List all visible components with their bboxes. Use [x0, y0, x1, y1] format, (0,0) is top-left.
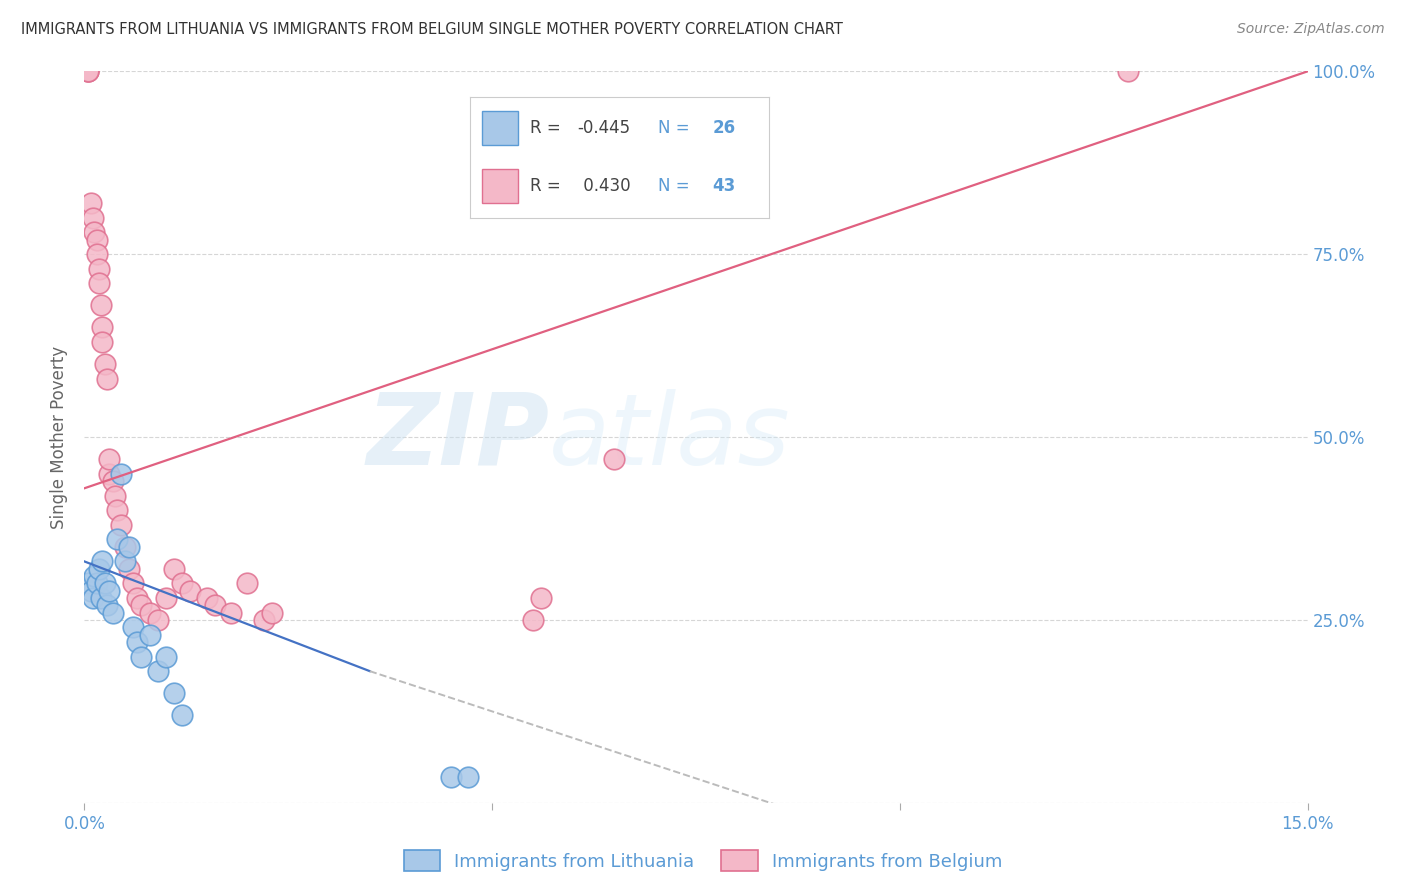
Y-axis label: Single Mother Poverty: Single Mother Poverty — [51, 345, 69, 529]
Point — [77, 576, 100, 591]
Point — [146, 613, 169, 627]
Point — [236, 576, 259, 591]
Point — [118, 540, 141, 554]
Point — [105, 533, 128, 547]
Point — [163, 686, 186, 700]
Point — [530, 591, 553, 605]
Point — [87, 277, 110, 291]
Text: ZIP: ZIP — [366, 389, 550, 485]
Point — [146, 664, 169, 678]
Point — [522, 613, 544, 627]
Point — [80, 196, 103, 211]
Point — [77, 64, 100, 78]
Point — [97, 583, 120, 598]
Point — [77, 64, 100, 78]
Point — [122, 620, 145, 634]
Point — [82, 591, 104, 605]
Point — [155, 649, 177, 664]
Text: Source: ZipAtlas.com: Source: ZipAtlas.com — [1237, 22, 1385, 37]
Point — [91, 320, 114, 334]
Point — [87, 562, 110, 576]
Point — [82, 211, 104, 225]
Point — [87, 261, 110, 276]
Point — [97, 452, 120, 467]
Point — [253, 613, 276, 627]
Legend: Immigrants from Lithuania, Immigrants from Belgium: Immigrants from Lithuania, Immigrants fr… — [396, 843, 1010, 879]
Point — [110, 467, 132, 481]
Point — [97, 467, 120, 481]
Point — [127, 635, 149, 649]
Point — [195, 591, 218, 605]
Point — [105, 503, 128, 517]
Point — [457, 770, 479, 784]
Point — [77, 64, 100, 78]
Point — [101, 474, 124, 488]
Point — [138, 627, 160, 641]
Point — [122, 576, 145, 591]
Point — [90, 298, 112, 312]
Point — [96, 599, 118, 613]
Point — [127, 591, 149, 605]
Point — [440, 770, 463, 784]
Point — [93, 576, 117, 591]
Point — [110, 517, 132, 532]
Point — [86, 576, 108, 591]
Point — [80, 583, 103, 598]
Point — [104, 489, 127, 503]
Point — [114, 540, 136, 554]
Point — [83, 225, 105, 239]
Point — [155, 591, 177, 605]
Text: atlas: atlas — [550, 389, 790, 485]
Point — [131, 599, 153, 613]
Point — [172, 708, 194, 723]
Point — [179, 583, 201, 598]
Point — [90, 591, 112, 605]
Point — [114, 554, 136, 568]
Point — [603, 452, 626, 467]
Point — [219, 606, 242, 620]
Point — [1116, 64, 1139, 78]
Point — [93, 357, 117, 371]
Text: IMMIGRANTS FROM LITHUANIA VS IMMIGRANTS FROM BELGIUM SINGLE MOTHER POVERTY CORRE: IMMIGRANTS FROM LITHUANIA VS IMMIGRANTS … — [21, 22, 844, 37]
Point — [131, 649, 153, 664]
Point — [163, 562, 186, 576]
Point — [86, 233, 108, 247]
Point — [91, 334, 114, 349]
Point — [204, 599, 226, 613]
Point — [83, 569, 105, 583]
Point — [86, 247, 108, 261]
Point — [96, 371, 118, 385]
Point — [101, 606, 124, 620]
Point — [91, 554, 114, 568]
Point — [138, 606, 160, 620]
Point — [260, 606, 283, 620]
Point — [118, 562, 141, 576]
Point — [172, 576, 194, 591]
